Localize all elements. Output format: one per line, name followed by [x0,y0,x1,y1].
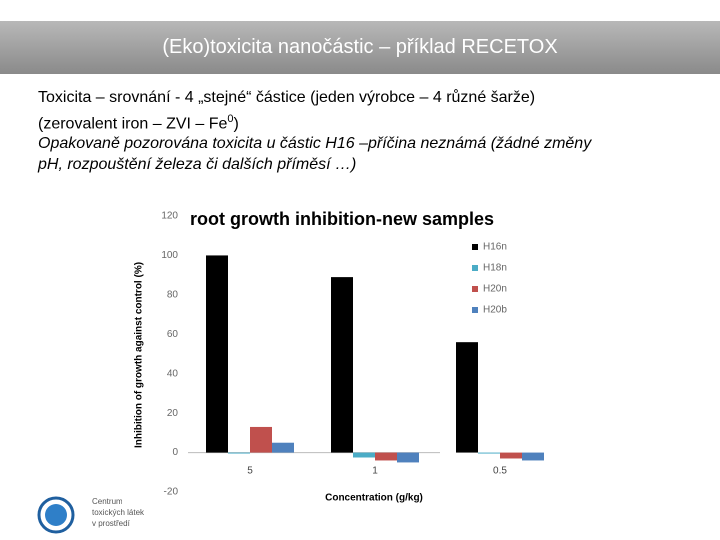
bar [375,452,397,461]
bar [206,255,228,453]
legend-swatch [472,286,478,292]
logo-line: v prostředí [92,519,130,528]
x-tick-label: 5 [247,466,253,477]
chart-title: root growth inhibition-new samples [190,209,494,229]
body-line: pH, rozpouštění železa či dalších příměs… [38,155,357,173]
bar [331,277,353,453]
y-tick-label: 120 [161,211,178,222]
bar [250,426,272,453]
legend-label: H20n [483,284,507,295]
body-line: Opakovaně pozorována toxicita u částic H… [38,135,592,153]
x-axis-label: Concentration (g/kg) [325,493,423,504]
logo-line: Centrum [92,497,123,506]
legend-label: H16n [483,242,507,253]
y-tick-label: 20 [167,408,179,419]
y-tick-label: 80 [167,289,179,300]
y-tick-label: -20 [164,487,179,498]
body-text: ) [233,114,239,132]
bar [500,452,522,459]
legend-swatch [472,307,478,313]
body-text: (zerovalent iron – ZVI – Fe [38,114,228,132]
x-tick-label: 0.5 [493,466,507,477]
logo-icon [37,496,75,534]
y-tick-label: 40 [167,368,179,379]
body-line: (zerovalent iron – ZVI – Fe0) [38,109,591,135]
logo-text: Centrum toxických látek v prostředí [92,496,144,529]
slide-title: (Eko)toxicita nanočástic – příklad RECET… [0,21,720,74]
y-tick-label: 60 [167,329,179,340]
bar [478,452,500,454]
bar [522,452,544,461]
body-line: Toxicita – srovnání - 4 „stejné“ částice… [38,89,536,106]
bar [228,452,250,454]
chart: root growth inhibition-new samples Inhib… [122,200,566,508]
legend-swatch [472,265,478,271]
y-tick-label: 0 [172,447,178,458]
legend-label: H18n [483,263,507,274]
logo-line: toxických látek [92,508,145,517]
superscript: 0 [227,112,234,125]
x-tick-label: 1 [372,466,378,477]
bar [456,342,478,453]
bar [272,442,294,453]
slide-body: Toxicita – srovnání - 4 „stejné“ částice… [38,88,591,175]
bar [397,452,419,463]
y-tick-label: 100 [161,250,178,261]
legend-label: H20b [483,305,507,316]
y-axis-label: Inhibition of growth against control (%) [134,262,145,448]
legend-swatch [472,244,478,250]
bar [353,452,375,458]
